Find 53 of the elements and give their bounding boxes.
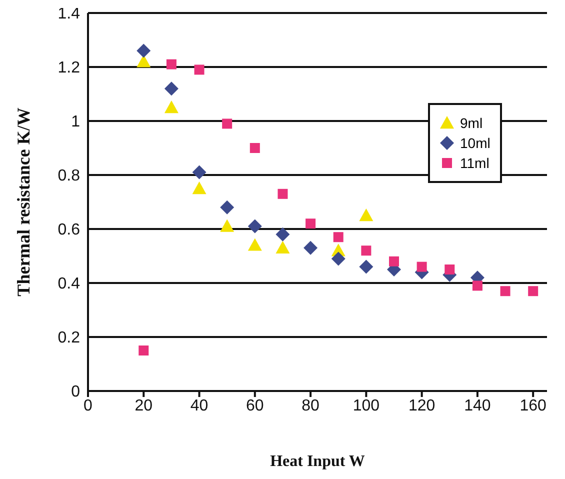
y-axis-title: Thermal resistance K/W	[13, 108, 34, 296]
point	[166, 59, 176, 70]
point	[136, 54, 151, 68]
y-tick-label: 0.8	[58, 168, 80, 185]
point	[138, 346, 149, 356]
y-tick-label: 1	[71, 114, 80, 131]
x-tick-label: 0	[84, 397, 93, 414]
point	[331, 252, 346, 266]
point	[250, 143, 260, 153]
x-tick-label: 60	[246, 397, 264, 414]
x-tick-label: 80	[302, 397, 320, 414]
point	[220, 200, 234, 214]
point	[222, 118, 232, 129]
point	[306, 218, 316, 229]
legend-label: 10ml	[460, 135, 490, 151]
y-tick-label: 0.6	[58, 222, 80, 239]
x-tick-label: 20	[134, 397, 153, 414]
point	[278, 188, 288, 199]
point	[444, 264, 455, 274]
point	[136, 44, 151, 58]
y-tick-label: 0	[71, 384, 80, 401]
point	[416, 262, 427, 272]
point	[359, 208, 374, 222]
point	[276, 227, 290, 242]
x-tick-label: 40	[190, 397, 208, 414]
x-axis-title: Heat Input W	[270, 453, 365, 470]
point	[528, 286, 538, 296]
point	[361, 246, 372, 256]
y-tick-label: 1.2	[58, 60, 80, 77]
legend-label: 11ml	[460, 155, 490, 171]
point	[194, 64, 204, 75]
point	[389, 256, 399, 266]
y-tick-label: 0.4	[58, 276, 80, 293]
point	[276, 240, 290, 254]
point	[304, 240, 318, 255]
point	[164, 82, 178, 96]
point	[248, 219, 262, 234]
point	[192, 182, 206, 194]
x-tick-label: 160	[520, 397, 547, 414]
x-tick-label: 140	[464, 397, 491, 414]
point	[164, 100, 178, 114]
point	[500, 286, 510, 296]
x-tick-label: 120	[408, 397, 436, 414]
point	[333, 232, 344, 242]
point	[220, 219, 234, 232]
x-tick-label: 100	[352, 397, 380, 414]
y-tick-label: 0.2	[58, 330, 80, 347]
point	[359, 260, 374, 274]
point	[472, 280, 482, 291]
y-tick-label: 1.4	[58, 6, 80, 23]
point	[192, 165, 206, 180]
legend-label: 9ml	[460, 115, 483, 131]
point	[248, 238, 262, 251]
